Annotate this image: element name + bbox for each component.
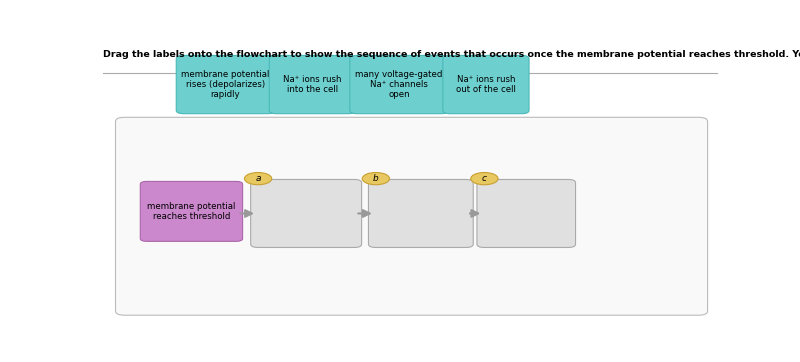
FancyBboxPatch shape [270,55,355,114]
FancyBboxPatch shape [140,181,242,241]
Circle shape [362,173,390,185]
FancyBboxPatch shape [176,55,275,114]
Text: membrane potential
rises (depolarizes)
rapidly: membrane potential rises (depolarizes) r… [182,70,270,100]
Text: a: a [255,174,261,183]
FancyBboxPatch shape [443,55,529,114]
Text: many voltage-gated
Na⁺ channels
open: many voltage-gated Na⁺ channels open [355,70,443,100]
Circle shape [470,173,498,185]
Circle shape [245,173,272,185]
Text: b: b [373,174,378,183]
Text: Drag the labels onto the flowchart to show the sequence of events that occurs on: Drag the labels onto the flowchart to sh… [103,50,800,59]
FancyBboxPatch shape [477,180,575,248]
Text: membrane potential
reaches threshold: membrane potential reaches threshold [147,202,236,221]
Text: c: c [482,174,487,183]
FancyBboxPatch shape [369,180,474,248]
FancyBboxPatch shape [350,55,449,114]
FancyBboxPatch shape [115,117,708,315]
FancyBboxPatch shape [250,180,362,248]
Text: Na⁺ ions rush
into the cell: Na⁺ ions rush into the cell [283,75,342,94]
Text: Na⁺ ions rush
out of the cell: Na⁺ ions rush out of the cell [456,75,516,94]
